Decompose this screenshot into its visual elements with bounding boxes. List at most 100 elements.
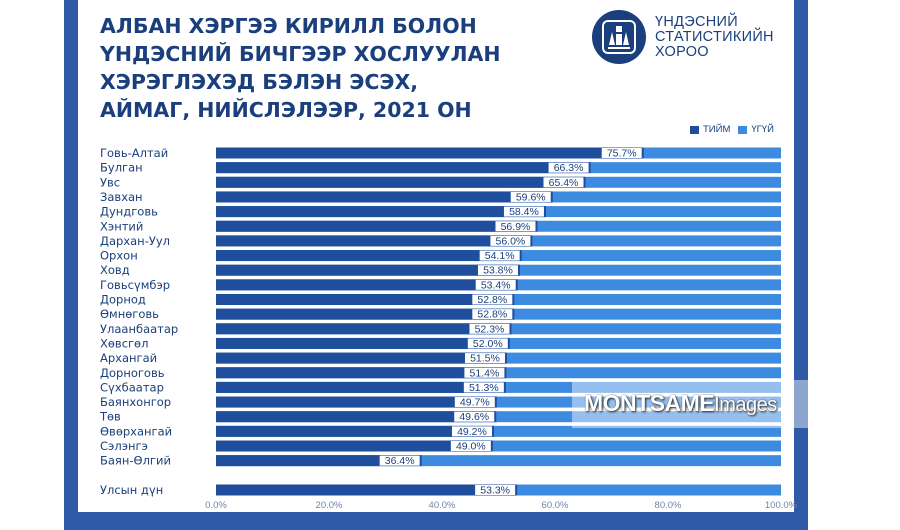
row-14-data-label-bg — [467, 338, 508, 349]
row-14-data-label: 52.0% — [473, 338, 503, 350]
row-15-data-label-bg — [464, 353, 505, 364]
row-16-category-label: Дорноговь — [100, 366, 165, 380]
row-20-bar-yes — [216, 425, 494, 437]
row-18-bar-yes — [216, 396, 497, 408]
nso-logo: ҮНДЭСНИЙ СТАТИСТИКИЙН ХОРОО — [592, 10, 774, 64]
row-7-data-label-bg — [490, 235, 531, 246]
row-22-data-label-bg — [379, 455, 420, 466]
row-5-data-label-bg — [503, 206, 544, 217]
montsame-watermark: MONTSAMEImages — [572, 380, 812, 428]
watermark-brand: MONTSAME — [584, 390, 715, 416]
row-13-category-label: Улаанбаатар — [100, 322, 178, 336]
x-tick-label: 40.0% — [429, 500, 456, 511]
row-10-data-label: 53.4% — [481, 279, 511, 291]
logo-line-3: ХОРОО — [655, 43, 709, 60]
row-16-data-label-bg — [464, 367, 505, 378]
row-2-bar-yes — [216, 162, 591, 174]
row-21-bar-yes — [216, 440, 493, 452]
row-15-data-label: 51.5% — [470, 353, 500, 365]
title-line-2: ҮНДЭСНИЙ БИЧГЭЭР ХОСЛУУЛАН — [100, 42, 501, 66]
row-17-bar-yes — [216, 381, 506, 393]
row-1-category-label: Говь-Алтай — [100, 146, 168, 160]
row-11-category-label: Дорнод — [100, 293, 146, 307]
nso-logo-text: ҮНДЭСНИЙ СТАТИСТИКИЙН ХОРОО — [655, 14, 774, 60]
legend-label-no: ҮГҮЙ — [751, 124, 774, 135]
row-12-data-label-bg — [472, 309, 513, 320]
total-data-label-bg — [475, 485, 516, 495]
watermark-text: MONTSAMEImages — [584, 390, 777, 417]
row-17-data-label-bg — [463, 382, 504, 393]
x-tick-label: 20.0% — [316, 500, 343, 511]
row-13-data-label-bg — [469, 323, 510, 334]
row-1-data-label-bg — [601, 148, 642, 158]
row-2-data-label: 66.3% — [554, 162, 584, 174]
row-16-bar-yes — [216, 367, 507, 379]
row-6-data-label: 56.9% — [501, 221, 531, 233]
legend-label-yes: ТИЙМ — [703, 124, 731, 135]
row-1-bar-yes — [216, 147, 644, 159]
row-5-data-label: 58.4% — [509, 206, 539, 218]
row-9-category-label: Ховд — [100, 263, 130, 277]
row-22-category-label: Баян-Өлгий — [100, 454, 171, 468]
row-21-data-label: 49.0% — [456, 441, 486, 453]
row-13-data-label: 52.3% — [475, 323, 505, 335]
total-data-label: 53.3% — [480, 485, 510, 497]
row-9-data-label-bg — [477, 265, 518, 276]
row-18-category-label: Баянхонгор — [100, 395, 171, 409]
row-3-data-label: 65.4% — [549, 177, 579, 189]
row-9-bar-yes — [216, 264, 520, 276]
row-7-bar-yes — [216, 235, 533, 247]
row-12-bar-yes — [216, 308, 515, 320]
row-19-bar-no — [216, 411, 781, 423]
row-4-data-label-bg — [510, 191, 551, 202]
row-10-category-label: Говьсүмбэр — [100, 278, 170, 292]
row-17-category-label: Сүхбаатар — [100, 380, 164, 394]
row-19-bar-yes — [216, 411, 497, 423]
row-11-data-label: 52.8% — [477, 294, 507, 306]
row-15-category-label: Архангай — [100, 351, 157, 365]
row-22-data-label: 36.4% — [385, 455, 415, 467]
row-2-category-label: Булган — [100, 161, 143, 175]
x-tick-label: 0.0% — [205, 500, 227, 511]
chart-legend: ТИЙМ ҮГҮЙ — [682, 124, 774, 135]
logo-line-2: СТАТИСТИКИЙН — [655, 28, 774, 45]
chart-title: АЛБАН ХЭРГЭЭ КИРИЛЛ БОЛОН ҮНДЭСНИЙ БИЧГЭ… — [100, 12, 570, 124]
nso-emblem-icon — [592, 10, 646, 64]
legend-item-no: ҮГҮЙ — [738, 124, 774, 135]
row-21-category-label: Сэлэнгэ — [100, 439, 148, 453]
row-18-data-label-bg — [454, 397, 495, 408]
total-category-label: Улсын дүн — [100, 483, 163, 497]
title-line-1: АЛБАН ХЭРГЭЭ КИРИЛЛ БОЛОН — [100, 14, 477, 38]
row-4-data-label: 59.6% — [516, 191, 546, 203]
row-16-data-label: 51.4% — [470, 367, 500, 379]
row-19-category-label: Төв — [99, 410, 121, 424]
row-20-category-label: Өвөрхангай — [100, 424, 172, 438]
row-7-category-label: Дархан-Уул — [100, 234, 170, 248]
row-18-data-label: 49.7% — [460, 397, 490, 409]
x-tick-label: 60.0% — [542, 500, 569, 511]
row-7-data-label: 56.0% — [496, 235, 526, 247]
row-11-data-label-bg — [472, 294, 513, 305]
row-6-category-label: Хэнтий — [100, 219, 143, 233]
row-4-category-label: Завхан — [100, 190, 143, 204]
row-3-data-label-bg — [543, 177, 584, 188]
row-15-bar-yes — [216, 352, 507, 364]
row-3-category-label: Увс — [100, 175, 120, 189]
row-8-data-label: 54.1% — [485, 250, 515, 262]
row-22-bar-no — [216, 455, 781, 467]
row-21-data-label-bg — [450, 441, 491, 451]
title-line-3: ХЭРЭГЛЭХЭД БЭЛЭН ЭСЭХ, — [100, 70, 419, 94]
row-11-bar-yes — [216, 294, 515, 305]
legend-swatch-no — [738, 125, 748, 134]
row-12-category-label: Өмнөговь — [100, 307, 159, 321]
row-20-bar-no — [216, 425, 781, 437]
row-10-bar-yes — [216, 279, 518, 291]
row-19-data-label-bg — [454, 411, 495, 422]
row-18-bar-no — [216, 396, 781, 408]
row-1-data-label: 75.7% — [607, 148, 637, 160]
row-13-bar-yes — [216, 323, 512, 335]
row-14-category-label: Хөвсгөл — [100, 336, 148, 350]
row-17-data-label: 51.3% — [469, 382, 499, 394]
row-14-bar-yes — [216, 337, 510, 349]
